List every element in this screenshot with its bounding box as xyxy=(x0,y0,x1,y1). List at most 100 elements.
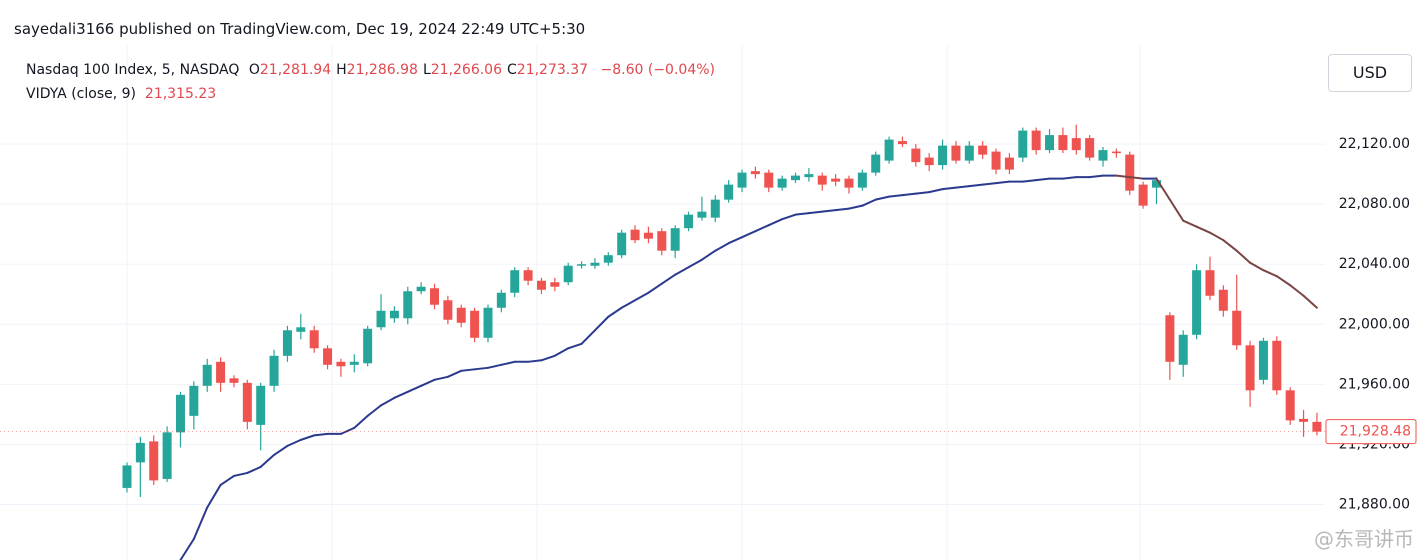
candle-body xyxy=(978,145,988,155)
indicator-segment xyxy=(901,192,917,197)
candle-body xyxy=(363,328,373,364)
candle-body xyxy=(951,145,961,161)
candles xyxy=(122,124,1322,497)
ohlc-value: 21,281.94 xyxy=(259,62,332,78)
candle-body xyxy=(1258,340,1268,380)
candle-body xyxy=(831,178,841,182)
indicator-segment xyxy=(433,375,449,381)
candle-body xyxy=(269,355,279,386)
indicator-segment xyxy=(807,210,824,215)
candle-body xyxy=(777,178,787,188)
candle-body xyxy=(603,255,613,263)
indicator-segment xyxy=(299,434,316,441)
candle-body xyxy=(791,175,800,181)
candle-body xyxy=(1178,334,1188,365)
candle-body xyxy=(1312,421,1322,432)
indicator-segment xyxy=(674,266,690,276)
candle-body xyxy=(416,286,426,292)
candle-body xyxy=(817,175,827,185)
indicator-segment xyxy=(700,249,717,261)
candle-body xyxy=(430,288,440,305)
candle-body xyxy=(871,154,881,173)
legend-main: Nasdaq 100 Index, 5, NASDAQ O21,281.94 H2… xyxy=(26,62,715,78)
candle-body xyxy=(857,172,867,188)
indicator-segment xyxy=(1195,225,1211,234)
indicator-segment xyxy=(607,306,623,318)
indicator-segment xyxy=(1061,176,1078,180)
ohlc-value: 21,286.98 xyxy=(346,62,418,78)
ohlc-value: 21,273.37 xyxy=(516,62,589,78)
candle-body xyxy=(1232,310,1242,346)
candle-body xyxy=(684,214,694,229)
candle-body xyxy=(1071,138,1081,151)
candle-body xyxy=(1111,151,1121,154)
last-price-box xyxy=(1325,419,1417,445)
indicator-segment xyxy=(1168,198,1185,222)
indicator-segment xyxy=(1235,249,1252,264)
indicator-segment xyxy=(580,329,596,345)
candle-body xyxy=(389,310,399,319)
ohlc-key: O xyxy=(248,62,260,78)
candle-body xyxy=(643,232,653,239)
indicator-segment xyxy=(219,474,235,486)
candle-body xyxy=(764,172,774,188)
candle-body xyxy=(804,174,814,178)
candle-body xyxy=(229,378,239,383)
candle-body xyxy=(710,199,720,218)
indicator-segment xyxy=(192,506,209,540)
indicator-segment xyxy=(928,188,944,194)
candle-body xyxy=(1031,130,1041,151)
candle-body xyxy=(536,280,546,290)
candle-body xyxy=(1018,130,1028,158)
indicator-segment xyxy=(1182,219,1198,228)
candle-body xyxy=(456,307,466,323)
candle-body xyxy=(1058,135,1068,151)
indicator-segment xyxy=(527,359,543,363)
candle-body xyxy=(523,270,533,281)
symbol: Nasdaq 100 Index, 5, NASDAQ xyxy=(26,62,240,78)
indicator-segment xyxy=(888,194,904,198)
candle-body xyxy=(1004,157,1014,170)
indicator-segment xyxy=(553,347,570,357)
indicator-segment xyxy=(1021,179,1038,183)
indicator-segment xyxy=(206,483,222,509)
candle-body xyxy=(1138,184,1148,206)
candle-body xyxy=(336,361,346,367)
candle-body xyxy=(403,291,413,319)
candle-body xyxy=(1285,390,1295,421)
ohlc-key: C xyxy=(507,62,517,78)
last-price-label: 21,928.48 xyxy=(1340,424,1411,440)
indicator-segment xyxy=(1128,176,1145,180)
candle-body xyxy=(256,385,266,425)
candle-body xyxy=(510,270,520,293)
currency-button[interactable]: USD xyxy=(1328,54,1412,92)
candle-body xyxy=(496,292,506,308)
candle-body xyxy=(670,228,680,251)
candle-body xyxy=(630,229,640,241)
indicator-segment xyxy=(1262,269,1278,278)
candle-body xyxy=(750,171,760,175)
indicator-segment xyxy=(420,378,436,387)
indicator-segment xyxy=(714,242,730,252)
indicator-segment xyxy=(727,236,744,245)
indicator-segment xyxy=(687,258,703,269)
candle-body xyxy=(617,232,627,256)
candle-body xyxy=(1098,150,1108,161)
indicator-segment xyxy=(286,438,302,447)
indicator-segment xyxy=(406,384,423,393)
indicator-segment xyxy=(273,444,289,456)
indicator-segment xyxy=(259,453,276,468)
indicator-segment xyxy=(473,366,489,371)
indicator-segment xyxy=(500,360,516,366)
indicator-segment xyxy=(874,195,891,201)
indicator-segment xyxy=(847,204,864,210)
candle-body xyxy=(1045,135,1055,151)
indicator-segment xyxy=(179,537,195,560)
candle-body xyxy=(122,465,132,488)
candle-body xyxy=(309,330,319,349)
candle-body xyxy=(162,432,172,479)
indicator-segment xyxy=(620,299,637,309)
candle-body xyxy=(135,442,145,463)
